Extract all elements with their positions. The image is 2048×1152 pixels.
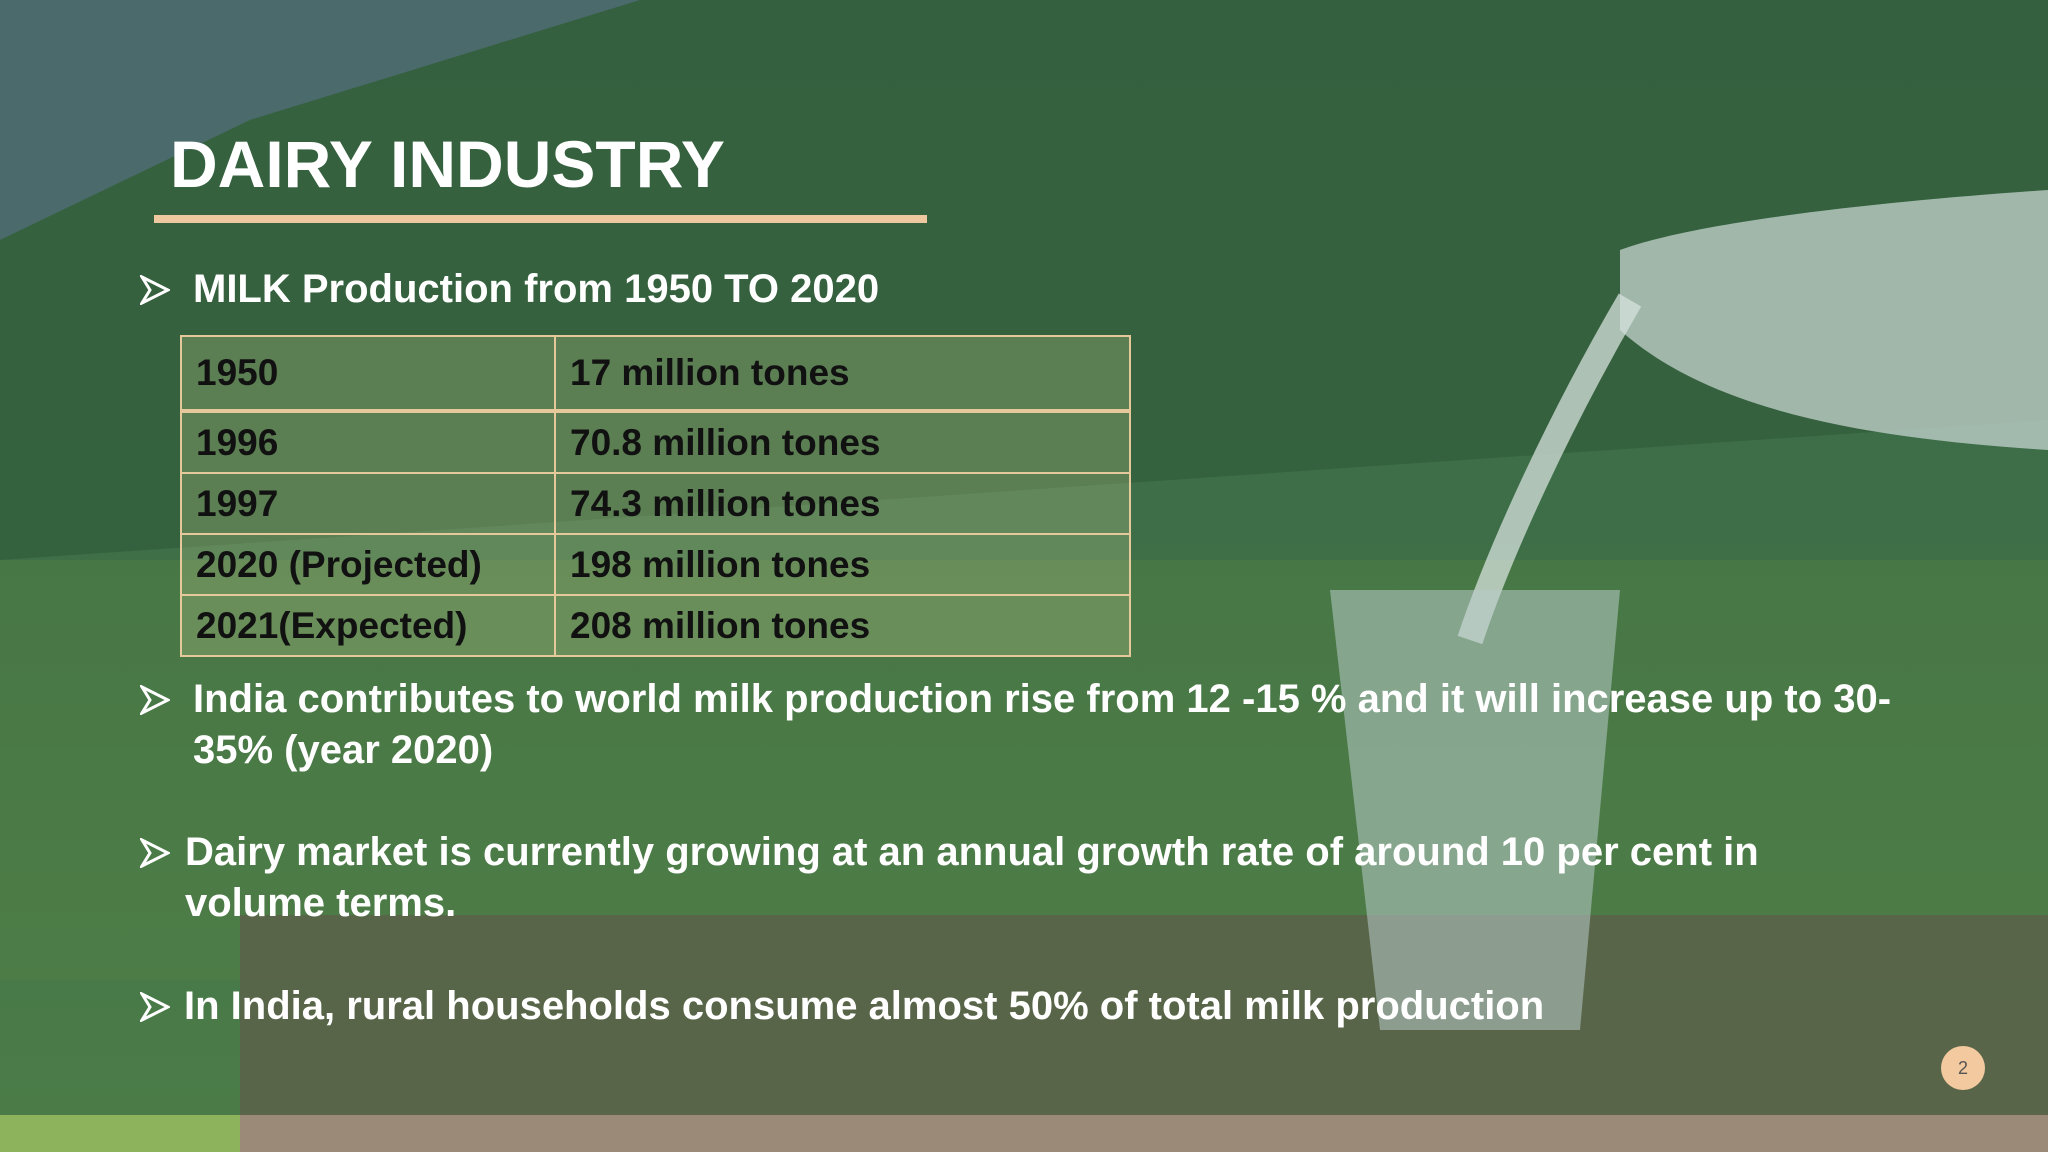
table-cell: 198 million tones — [554, 533, 1131, 596]
slide-title: DAIRY INDUSTRY — [170, 127, 725, 201]
bullet-text: MILK Production from 1950 TO 2020 — [193, 267, 880, 311]
page-number: 2 — [1941, 1046, 1985, 1090]
bullet-icon — [140, 685, 170, 715]
table-row: 1950 17 million tones — [180, 335, 1131, 413]
bullet-text: India contributes to world milk producti… — [193, 677, 1892, 772]
table-cell: 1997 — [180, 472, 556, 535]
table-row: 2020 (Projected) 198 million tones — [180, 533, 1131, 596]
table-cell: 74.3 million tones — [554, 472, 1131, 535]
bullet-text: In India, rural households consume almos… — [184, 984, 1545, 1028]
table-row: 1997 74.3 million tones — [180, 472, 1131, 535]
bullet-icon — [140, 838, 170, 868]
table-cell: 2021(Expected) — [180, 594, 556, 657]
table-row: 1996 70.8 million tones — [180, 410, 1131, 474]
title-underline — [154, 215, 927, 223]
table-row: 2021(Expected) 208 million tones — [180, 594, 1131, 657]
table-cell: 1996 — [180, 410, 556, 474]
table-cell: 208 million tones — [554, 594, 1131, 657]
table-cell: 1950 — [180, 335, 556, 413]
production-table: 1950 17 million tones 1996 70.8 million ton… — [180, 335, 1131, 657]
table-cell: 2020 (Projected) — [180, 533, 556, 596]
bullet-icon — [140, 275, 170, 305]
bullet-icon — [140, 992, 170, 1022]
bullet-text: Dairy market is currently growing at an … — [185, 830, 1759, 925]
table-cell: 17 million tones — [554, 335, 1131, 413]
table-cell: 70.8 million tones — [554, 410, 1131, 474]
